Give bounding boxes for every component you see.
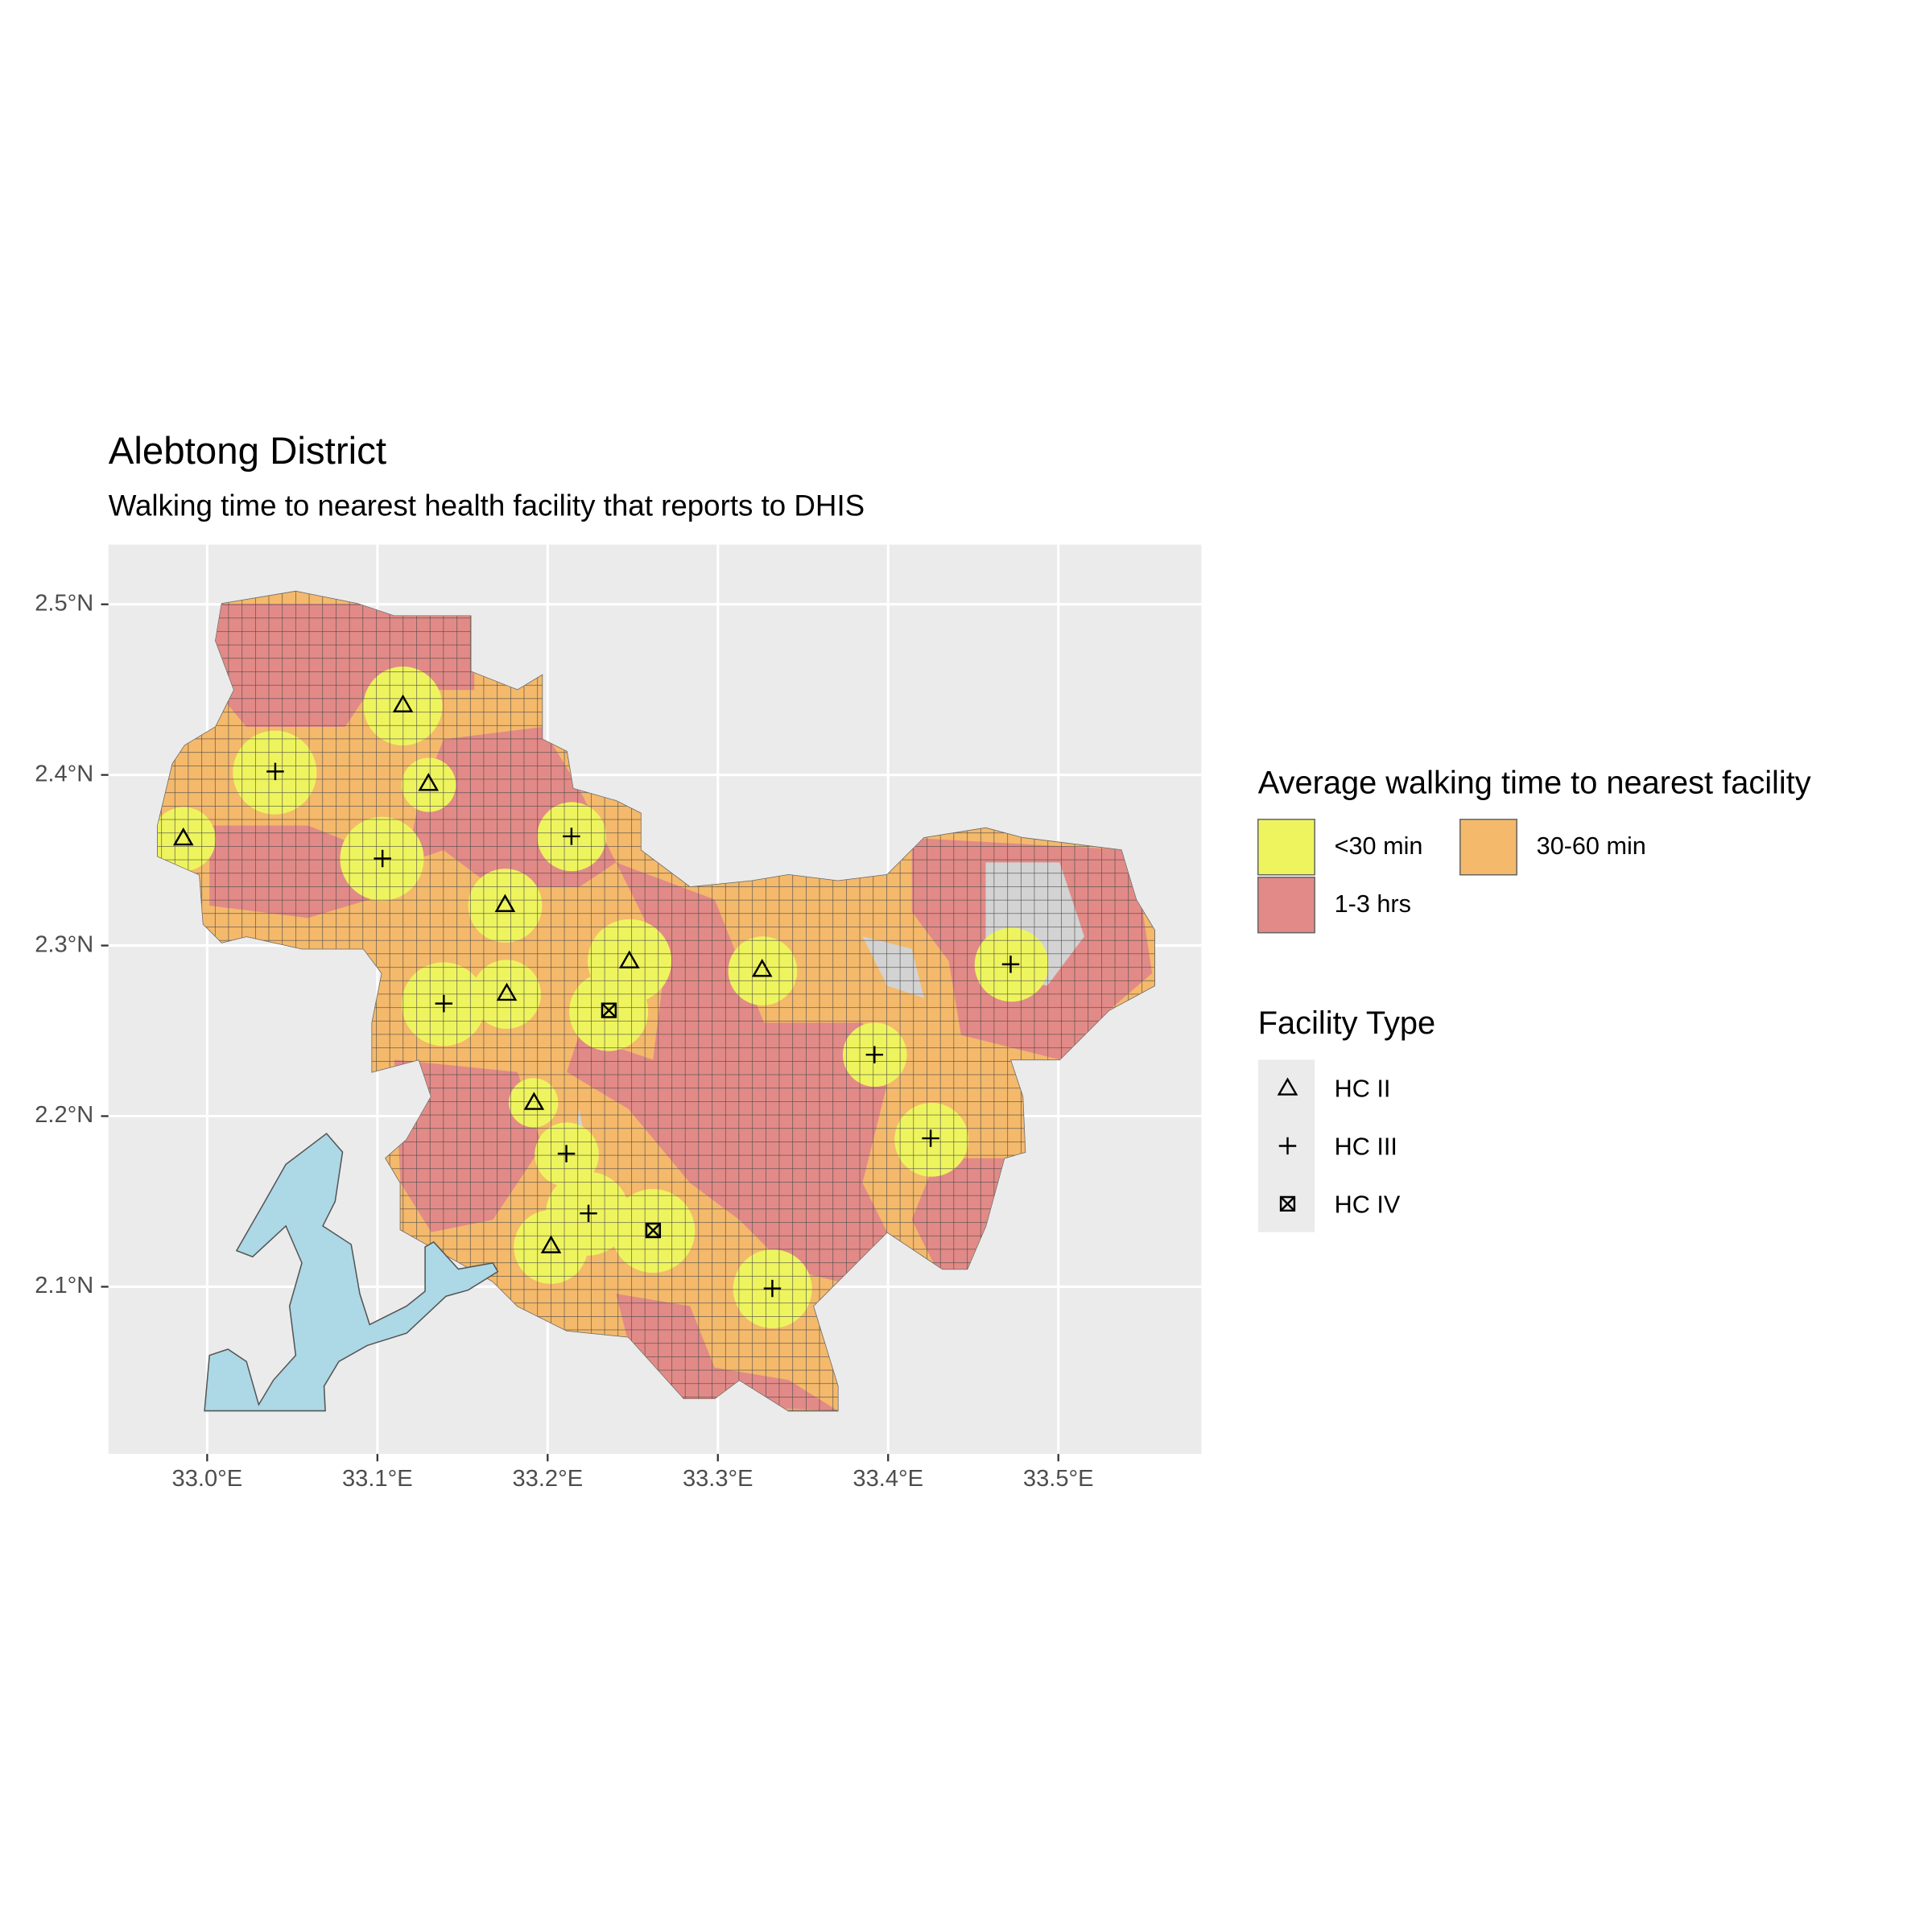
legend-key bbox=[1459, 819, 1517, 876]
legend-label: 30-60 min bbox=[1537, 832, 1646, 860]
x-tick-label: 33.2°E bbox=[512, 1466, 583, 1492]
facility-triangle bbox=[540, 1235, 562, 1253]
y-tick-label: 2.2°N bbox=[35, 1102, 93, 1128]
facility-plus bbox=[922, 1129, 939, 1147]
y-tick-label: 2.4°N bbox=[35, 761, 93, 786]
y-tick-label: 2.5°N bbox=[35, 590, 93, 616]
legend-label: HC IV bbox=[1335, 1191, 1401, 1219]
facility-triangle bbox=[1277, 1077, 1298, 1096]
x-tick-label: 33.4°E bbox=[852, 1466, 923, 1492]
legend-label: HC III bbox=[1335, 1133, 1397, 1161]
facility-triangle bbox=[751, 959, 773, 977]
facility-triangle bbox=[618, 950, 640, 968]
facility-plus bbox=[865, 1046, 884, 1063]
x-tick-label: 33.5°E bbox=[1023, 1466, 1094, 1492]
legend-label: 1-3 hrs bbox=[1335, 890, 1411, 918]
facility-triangle bbox=[494, 894, 516, 912]
fill-legend: <30 min 30-60 min 1-3 hrs bbox=[1257, 819, 1646, 934]
facility-plus bbox=[266, 762, 284, 781]
facility-plus bbox=[1278, 1137, 1297, 1155]
x-tick-label: 33.3°E bbox=[683, 1466, 753, 1492]
facility-plus bbox=[563, 828, 580, 845]
y-tick-label: 2.1°N bbox=[35, 1273, 93, 1298]
legend-label: HC II bbox=[1335, 1075, 1391, 1103]
lake bbox=[204, 1133, 499, 1412]
facility-triangle bbox=[392, 694, 414, 713]
shape-legend: HC II HC III HC IV bbox=[1277, 1075, 1401, 1219]
chart-title: Alebtong District bbox=[109, 430, 386, 473]
facility-boxcross bbox=[1279, 1195, 1296, 1212]
legend-key bbox=[1257, 819, 1315, 876]
legend-key bbox=[1257, 877, 1315, 934]
facility-plus bbox=[1001, 956, 1020, 973]
facility-boxcross bbox=[645, 1222, 662, 1239]
facility-points bbox=[172, 694, 1020, 1298]
facility-triangle bbox=[418, 773, 440, 791]
facility-plus bbox=[580, 1204, 597, 1223]
chart-subtitle: Walking time to nearest health facility … bbox=[109, 489, 865, 522]
facility-plus bbox=[374, 849, 391, 868]
x-tick-label: 33.0°E bbox=[172, 1466, 243, 1492]
x-tick-label: 33.1°E bbox=[342, 1466, 413, 1492]
facility-plus bbox=[435, 994, 453, 1013]
y-tick-label: 2.3°N bbox=[35, 931, 93, 957]
facility-plus bbox=[763, 1279, 782, 1298]
facility-plus bbox=[557, 1145, 576, 1162]
facility-triangle bbox=[496, 982, 518, 1001]
shape-legend-title: Facility Type bbox=[1258, 1005, 1435, 1041]
facility-triangle bbox=[172, 827, 194, 846]
legend-label: <30 min bbox=[1335, 832, 1423, 860]
facility-boxcross bbox=[601, 1002, 617, 1018]
fill-legend-title: Average walking time to nearest facility bbox=[1258, 766, 1811, 801]
facility-triangle bbox=[523, 1092, 545, 1110]
